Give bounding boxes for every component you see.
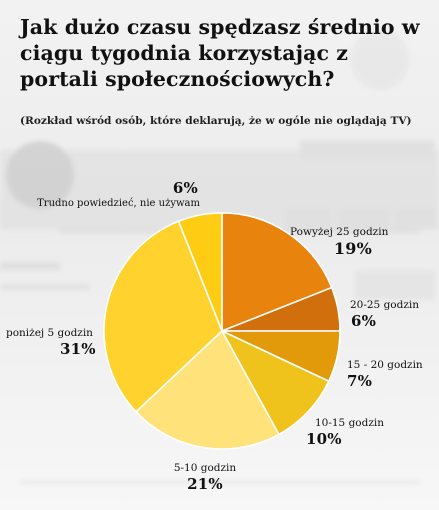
- pie-slice-4: [135, 330, 280, 450]
- slice-name: Powyżej 25 godzin: [290, 226, 389, 238]
- slice-name: 5-10 godzin: [173, 462, 237, 474]
- label-slice-6: 6% Trudno powiedzieć, nie używam: [20, 179, 212, 210]
- label-slice-3: 10-15 godzin 10%: [300, 417, 384, 448]
- slice-name: 15 - 20 godzin: [347, 359, 423, 371]
- pie-slice-5: [103, 220, 223, 413]
- pie-slice-6: [177, 212, 223, 332]
- slice-name: poniżej 5 godzin: [6, 327, 93, 339]
- slice-pct: 6%: [172, 179, 198, 197]
- slice-name: Trudno powiedzieć, nie używam: [37, 198, 200, 209]
- label-slice-0: Powyżej 25 godzin 19%: [290, 226, 389, 258]
- label-slice-5: poniżej 5 godzin 31%: [6, 327, 116, 358]
- slice-pct: 7%: [347, 372, 373, 390]
- slice-name: 10-15 godzin: [314, 417, 384, 429]
- slice-pct: 10%: [306, 430, 342, 448]
- label-slice-4: 5-10 godzin 21%: [160, 462, 250, 493]
- slice-pct: 19%: [333, 239, 372, 258]
- slice-name: 20-25 godzin: [349, 299, 419, 311]
- slice-pct: 21%: [187, 475, 223, 493]
- chart-title: Jak dużo czasu spędzasz średnio w ciągu …: [20, 15, 420, 91]
- pie-slice-3: [221, 330, 330, 436]
- slice-pct: 6%: [351, 312, 377, 330]
- pie-slice-0: [221, 212, 333, 332]
- label-slice-1: 20-25 godzin 6%: [335, 299, 419, 330]
- slice-pct: 31%: [60, 340, 96, 358]
- chart-subtitle: (Rozkład wśród osób, które deklarują, że…: [20, 115, 412, 127]
- label-slice-2: 15 - 20 godzin 7%: [347, 359, 431, 390]
